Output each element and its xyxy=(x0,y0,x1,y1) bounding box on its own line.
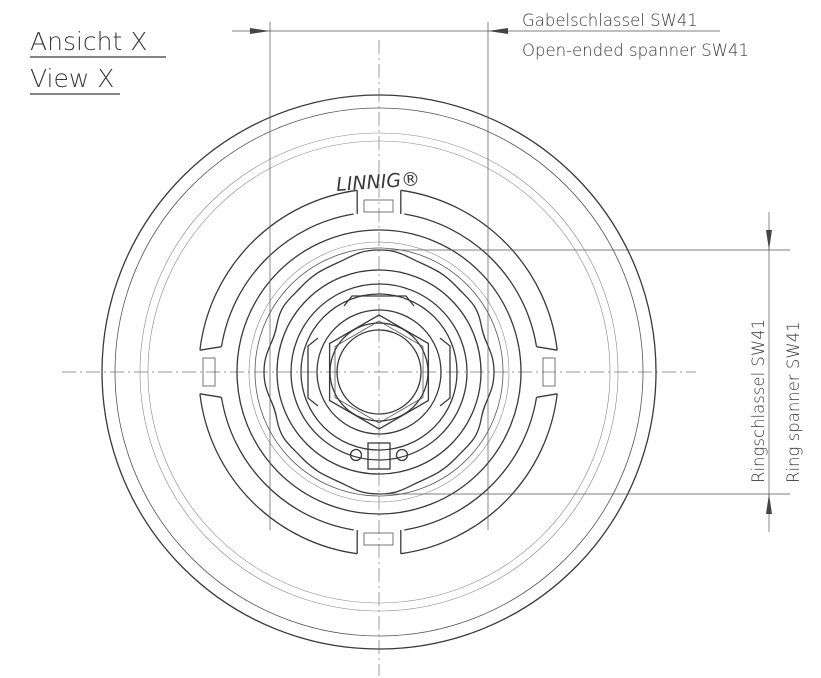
open-spanner-arrow-left xyxy=(250,28,270,34)
notched-ring-inner-q2 xyxy=(404,213,538,347)
notched-ring-inner-q1 xyxy=(220,213,354,347)
notched-ring-outer-q1 xyxy=(199,189,358,351)
outer-ring-2 xyxy=(114,107,644,637)
notch-bottom xyxy=(356,530,402,554)
ring-spanner-dimension: Ringschlassel SW41 Ring spanner SW41 xyxy=(379,212,803,532)
open-spanner-label-en: Open-ended spanner SW41 xyxy=(522,41,749,60)
ring-spanner-arrow-top xyxy=(766,230,772,250)
open-spanner-dimension: Gabelschlassel SW41 Open-ended spanner S… xyxy=(232,11,749,530)
pin-hole-right xyxy=(395,448,409,462)
ring-spanner-arrow-bottom xyxy=(766,494,772,514)
hex-nut-outline xyxy=(328,314,430,430)
notch-top-slot xyxy=(363,199,394,213)
open-spanner-arrow-right xyxy=(488,28,508,34)
pin-holes xyxy=(349,442,409,470)
clip-left-tab xyxy=(307,337,319,407)
notch-left-slot xyxy=(202,357,216,387)
ring-spanner-label-de: Ringschlassel SW41 xyxy=(749,319,768,483)
notched-ring xyxy=(199,189,558,555)
view-title-de: Ansicht X xyxy=(30,27,147,56)
pin-hole-left xyxy=(349,448,363,462)
center-lines xyxy=(62,40,696,676)
outer-ring-3 xyxy=(139,132,619,612)
hex-nut-chamfer-circle xyxy=(329,322,429,422)
inner-ring-4 xyxy=(316,309,442,435)
notch-bottom-slot xyxy=(363,532,394,546)
open-spanner-label-de: Gabelschlassel SW41 xyxy=(522,11,698,30)
middle-rings xyxy=(236,229,522,515)
ring-spanner-label-en: Ring spanner SW41 xyxy=(784,321,803,483)
clip-right-tab xyxy=(439,337,451,407)
outer-ring-4 xyxy=(147,140,611,604)
notched-ring-outer-q2 xyxy=(400,189,558,351)
middle-ring-1 xyxy=(236,229,522,515)
notch-right xyxy=(536,346,558,398)
middle-ring-3 xyxy=(254,247,504,497)
view-title: Ansicht X View X xyxy=(30,27,166,95)
scalloped-ring xyxy=(263,249,495,495)
notched-ring-outer-q4 xyxy=(199,393,358,555)
retaining-clip xyxy=(307,295,451,407)
outer-ring-1 xyxy=(101,94,657,650)
middle-ring-2 xyxy=(248,241,510,503)
view-title-en: View X xyxy=(30,64,114,93)
hex-nut xyxy=(328,314,430,430)
outer-rings xyxy=(101,94,657,650)
notched-ring-inner-q4 xyxy=(220,397,354,531)
inner-ring-1 xyxy=(276,269,482,475)
shaft-circle xyxy=(336,329,422,415)
notched-ring-outer-q3 xyxy=(400,393,558,555)
notch-top xyxy=(356,190,402,214)
clip-top-tab xyxy=(343,295,415,307)
hex-nut-inner-outline xyxy=(334,320,424,424)
notch-left xyxy=(199,346,222,398)
notched-ring-inner-q3 xyxy=(404,397,538,531)
notch-right-slot xyxy=(542,357,556,387)
